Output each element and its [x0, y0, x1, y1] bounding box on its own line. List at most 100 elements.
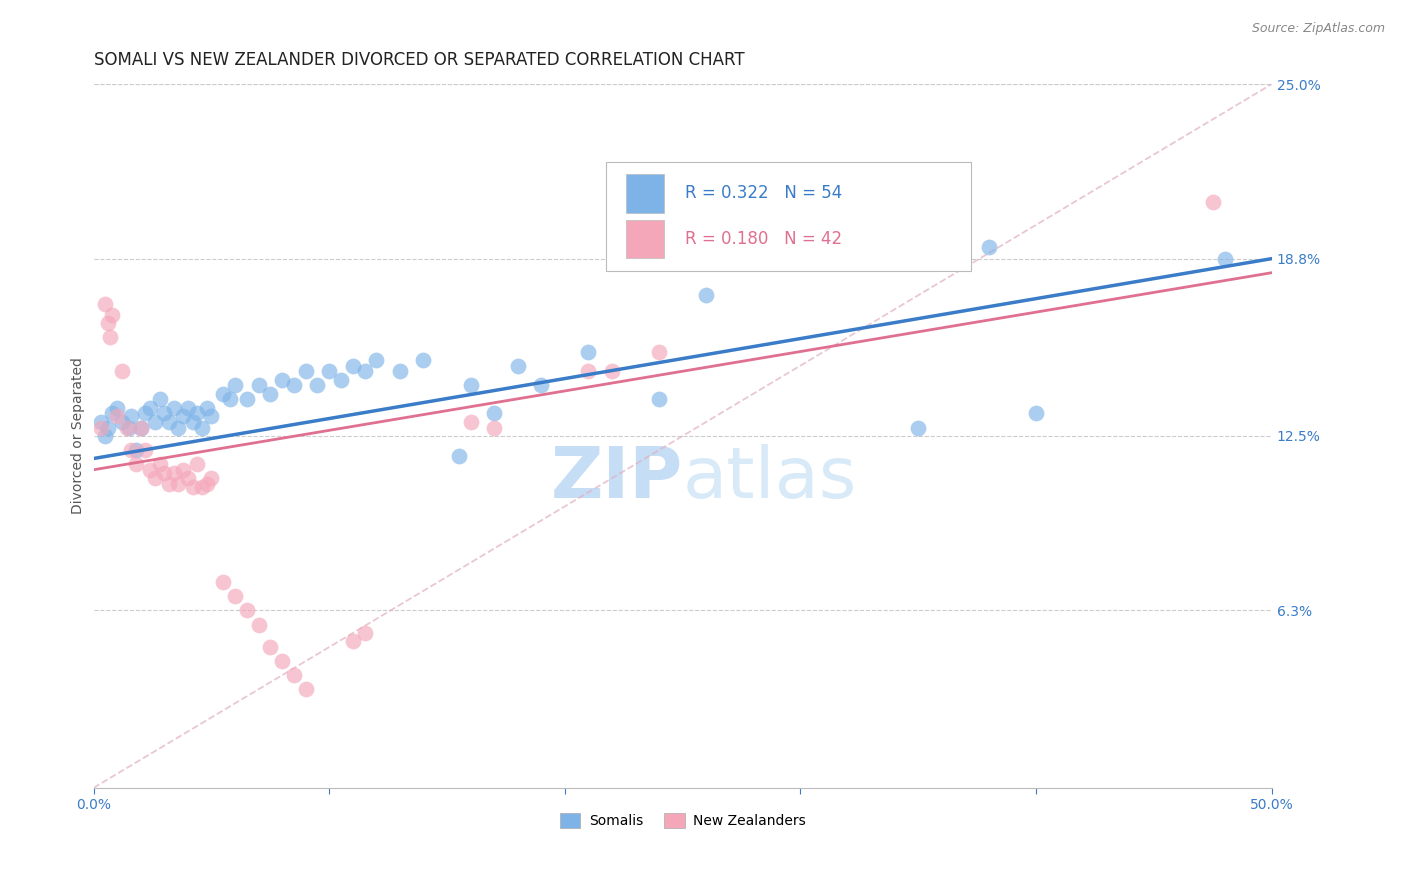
Text: SOMALI VS NEW ZEALANDER DIVORCED OR SEPARATED CORRELATION CHART: SOMALI VS NEW ZEALANDER DIVORCED OR SEPA…: [94, 51, 744, 69]
Point: [576, 344, 599, 359]
Point: [129, 420, 152, 434]
Text: R = 0.180   N = 42: R = 0.180 N = 42: [685, 230, 842, 248]
Point: [172, 409, 194, 424]
Point: [191, 420, 214, 434]
Point: [186, 457, 208, 471]
Point: [181, 480, 204, 494]
Point: [224, 378, 246, 392]
Point: [460, 378, 482, 392]
Point: [412, 353, 434, 368]
Point: [90, 420, 112, 434]
Point: [148, 392, 170, 407]
Point: [111, 415, 134, 429]
Point: [94, 429, 117, 443]
Point: [105, 409, 128, 424]
Point: [143, 471, 166, 485]
Point: [1202, 195, 1225, 210]
Point: [120, 443, 142, 458]
Point: [163, 466, 186, 480]
Point: [366, 353, 388, 368]
Point: [1213, 252, 1236, 266]
Point: [90, 415, 112, 429]
Point: [212, 575, 235, 590]
Point: [195, 401, 218, 415]
Point: [120, 409, 142, 424]
Point: [129, 420, 152, 434]
FancyBboxPatch shape: [626, 174, 664, 212]
Point: [111, 364, 134, 378]
Point: [157, 415, 180, 429]
Point: [212, 386, 235, 401]
Point: [115, 420, 138, 434]
Text: Source: ZipAtlas.com: Source: ZipAtlas.com: [1251, 22, 1385, 36]
Point: [235, 392, 257, 407]
Point: [105, 401, 128, 415]
Point: [330, 373, 353, 387]
Point: [219, 392, 242, 407]
Point: [224, 590, 246, 604]
Point: [134, 407, 156, 421]
Point: [148, 457, 170, 471]
Text: ZIP: ZIP: [550, 443, 683, 513]
Point: [247, 617, 270, 632]
Point: [167, 420, 190, 434]
Point: [283, 668, 305, 682]
Y-axis label: Divorced or Separated: Divorced or Separated: [72, 358, 86, 515]
Point: [283, 378, 305, 392]
Point: [271, 654, 294, 668]
Point: [576, 364, 599, 378]
Point: [342, 634, 364, 648]
Point: [177, 401, 200, 415]
Point: [247, 378, 270, 392]
Point: [259, 640, 281, 654]
Point: [139, 463, 162, 477]
Point: [134, 443, 156, 458]
Point: [460, 415, 482, 429]
Point: [172, 463, 194, 477]
Point: [482, 420, 505, 434]
Point: [191, 480, 214, 494]
Point: [125, 457, 148, 471]
Point: [177, 471, 200, 485]
Point: [153, 407, 176, 421]
Point: [200, 409, 222, 424]
Point: [1025, 407, 1047, 421]
FancyBboxPatch shape: [626, 219, 664, 259]
Point: [307, 378, 329, 392]
Point: [318, 364, 340, 378]
Point: [294, 682, 316, 697]
Point: [907, 420, 929, 434]
Point: [695, 288, 717, 302]
Point: [94, 296, 117, 310]
Text: atlas: atlas: [683, 443, 858, 513]
Point: [482, 407, 505, 421]
Point: [388, 364, 411, 378]
Point: [235, 603, 257, 617]
FancyBboxPatch shape: [606, 161, 972, 270]
Point: [163, 401, 186, 415]
Point: [98, 330, 121, 344]
Point: [200, 471, 222, 485]
Point: [125, 443, 148, 458]
Legend: Somalis, New Zealanders: Somalis, New Zealanders: [554, 808, 811, 834]
Point: [139, 401, 162, 415]
Point: [157, 476, 180, 491]
Point: [153, 466, 176, 480]
Point: [342, 359, 364, 373]
Point: [181, 415, 204, 429]
Point: [506, 359, 529, 373]
Point: [353, 626, 375, 640]
Point: [97, 317, 120, 331]
Point: [195, 476, 218, 491]
Point: [353, 364, 375, 378]
Point: [271, 373, 294, 387]
Point: [600, 364, 623, 378]
Point: [101, 308, 124, 322]
Point: [118, 420, 141, 434]
Point: [648, 392, 671, 407]
Point: [167, 476, 190, 491]
Point: [186, 407, 208, 421]
Text: R = 0.322   N = 54: R = 0.322 N = 54: [685, 185, 842, 202]
Point: [530, 378, 553, 392]
Point: [143, 415, 166, 429]
